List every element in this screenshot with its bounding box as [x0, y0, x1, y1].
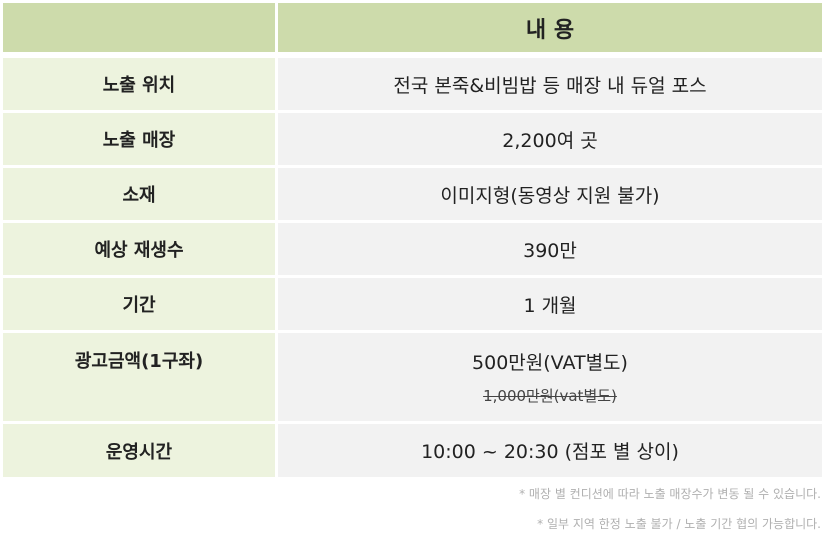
row-value: 1 개월	[278, 278, 822, 330]
table-row: 소재 이미지형(동영상 지원 불가)	[3, 168, 822, 220]
table-row: 노출 매장 2,200여 곳	[3, 113, 822, 165]
table-row: 운영시간 10:00 ~ 20:30 (점포 별 상이)	[3, 424, 822, 477]
row-label: 노출 위치	[3, 58, 275, 110]
row-label: 예상 재생수	[3, 223, 275, 275]
footnote: * 일부 지역 한정 노출 불가 / 노출 기간 협의 가능합니다.	[537, 517, 821, 531]
price-value: 500만원(VAT별도)	[472, 352, 628, 374]
row-value-cell: 500만원(VAT별도) 1,000만원(vat별도)	[278, 333, 822, 421]
header-content-cell: 내 용	[278, 3, 822, 52]
header-label-cell	[3, 3, 275, 52]
row-value: 2,200여 곳	[278, 113, 822, 165]
footnote: * 매장 별 컨디션에 따라 노출 매장수가 변동 될 수 있습니다.	[519, 487, 821, 501]
info-table: 내 용 노출 위치 전국 본죽&비빔밥 등 매장 내 듀얼 포스 노출 매장 2…	[3, 3, 822, 480]
header-row: 내 용	[3, 3, 822, 52]
row-value: 390만	[278, 223, 822, 275]
row-label: 기간	[3, 278, 275, 330]
row-value: 10:00 ~ 20:30 (점포 별 상이)	[278, 424, 822, 477]
old-price-value: 1,000만원(vat별도)	[483, 387, 617, 405]
row-value: 전국 본죽&비빔밥 등 매장 내 듀얼 포스	[278, 58, 822, 110]
row-label: 광고금액(1구좌)	[3, 333, 275, 421]
table-row: 예상 재생수 390만	[3, 223, 822, 275]
table-row: 기간 1 개월	[3, 278, 822, 330]
table-row: 노출 위치 전국 본죽&비빔밥 등 매장 내 듀얼 포스	[3, 58, 822, 110]
row-label: 소재	[3, 168, 275, 220]
table-row: 광고금액(1구좌) 500만원(VAT별도) 1,000만원(vat별도)	[3, 333, 822, 421]
row-label: 운영시간	[3, 424, 275, 477]
row-label: 노출 매장	[3, 113, 275, 165]
row-value: 이미지형(동영상 지원 불가)	[278, 168, 822, 220]
